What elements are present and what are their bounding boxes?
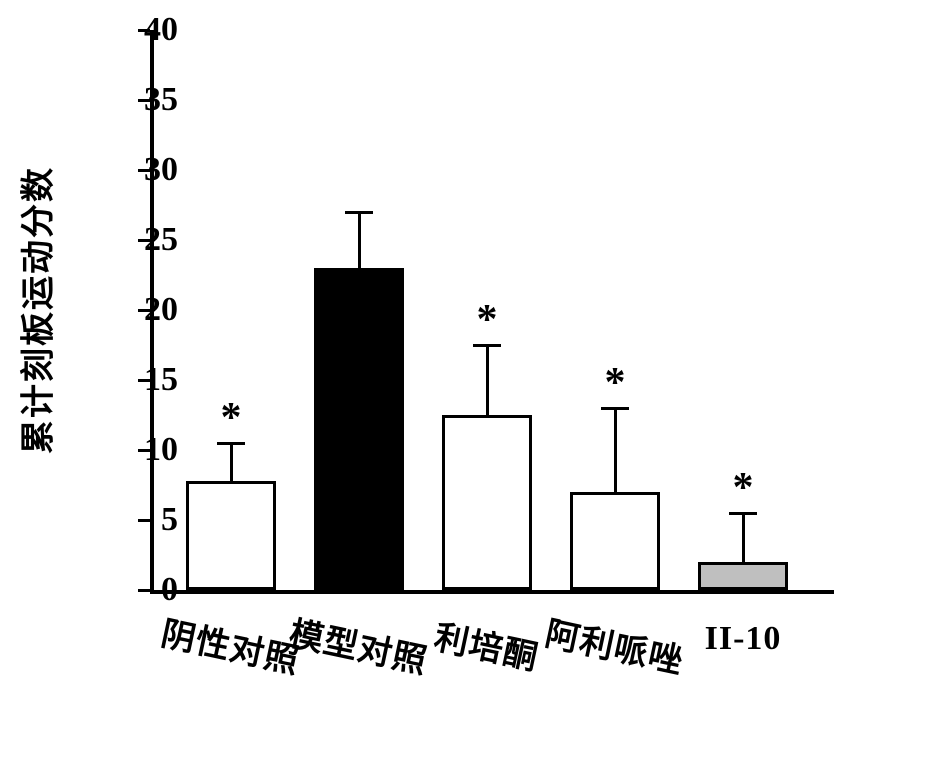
bar <box>698 562 788 590</box>
error-bar <box>742 513 745 562</box>
error-bar <box>358 212 361 268</box>
y-tick-label: 15 <box>144 361 178 399</box>
x-tick-label: 利培酮 <box>431 610 544 680</box>
y-tick-label: 20 <box>144 291 178 329</box>
bar <box>442 415 532 590</box>
chart-area: 累计刻板运动分数 0510152025303540*阴性对照模型对照*利培酮*阿… <box>150 30 870 590</box>
y-tick <box>138 519 150 522</box>
y-tick-label: 30 <box>144 151 178 189</box>
error-bar <box>614 408 617 492</box>
y-tick-label: 25 <box>144 221 178 259</box>
x-tick-label: II-10 <box>705 620 782 658</box>
significance-star: * <box>477 296 498 344</box>
y-axis-label: 累计刻板运动分数 <box>11 166 60 454</box>
x-tick-label: 阴性对照 <box>157 606 304 683</box>
error-bar <box>230 443 233 481</box>
y-tick-label: 0 <box>161 571 178 609</box>
significance-star: * <box>605 359 626 407</box>
significance-star: * <box>733 464 754 512</box>
y-tick <box>138 589 150 592</box>
x-tick-label: 模型对照 <box>285 606 432 683</box>
bar <box>186 481 276 590</box>
error-bar-cap <box>345 211 373 214</box>
y-tick-label: 5 <box>161 501 178 539</box>
significance-star: * <box>221 394 242 442</box>
y-tick-label: 10 <box>144 431 178 469</box>
bar <box>570 492 660 590</box>
x-tick-label: 阿利哌唑 <box>541 606 688 683</box>
y-tick-label: 40 <box>144 11 178 49</box>
bar <box>314 268 404 590</box>
y-tick-label: 35 <box>144 81 178 119</box>
error-bar <box>486 345 489 415</box>
